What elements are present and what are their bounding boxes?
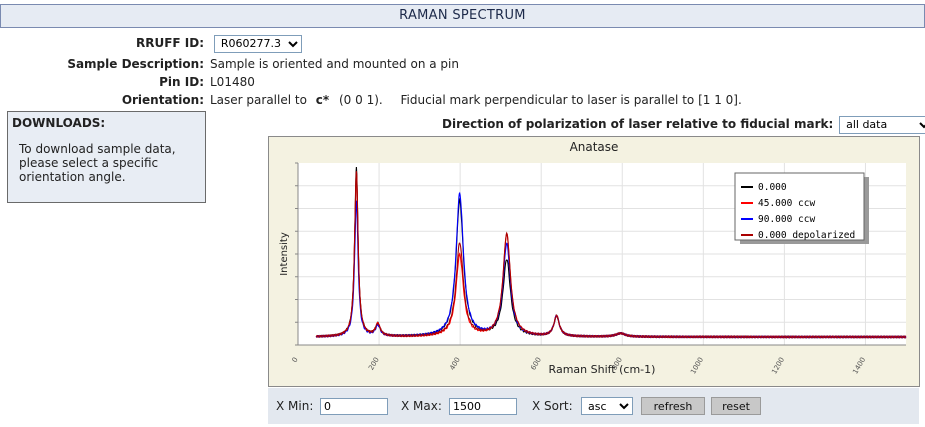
sample-description-row: Sample Description: Sample is oriented an… xyxy=(0,55,459,73)
chart-title: Anatase xyxy=(570,140,619,154)
downloads-text: To download sample data, please select a… xyxy=(19,142,176,184)
refresh-button[interactable]: refresh xyxy=(641,397,705,415)
chart-controls: X Min: X Max: X Sort: asc refresh reset xyxy=(268,388,919,424)
reset-button[interactable]: reset xyxy=(711,397,761,415)
orientation-prefix: Laser parallel to xyxy=(210,93,307,107)
page-title: RAMAN SPECTRUM xyxy=(399,8,526,23)
x-tick-label: 600 xyxy=(529,356,543,372)
downloads-title: DOWNLOADS: xyxy=(12,116,106,130)
legend-label: 0.000 depolarized xyxy=(758,230,855,241)
x-min-input[interactable] xyxy=(320,398,388,415)
x-tick-label: 1400 xyxy=(851,356,867,375)
y-tick-marks xyxy=(295,162,298,346)
pin-id-row: Pin ID: L01480 xyxy=(0,73,255,91)
sample-description-label: Sample Description: xyxy=(67,57,204,71)
x-max-input[interactable] xyxy=(449,398,517,415)
x-sort-select[interactable]: asc xyxy=(581,397,633,415)
pin-id-value: L01480 xyxy=(210,75,255,89)
legend-box xyxy=(734,172,865,241)
x-max-label: X Max: xyxy=(401,399,442,413)
page-header: RAMAN SPECTRUM xyxy=(0,4,925,28)
raman-spectrum-chart: Anatase 0 200 400 600 800 1000 1200 1400 Intens… xyxy=(279,140,907,376)
orientation-label: Orientation: xyxy=(121,93,204,107)
x-tick-label: 400 xyxy=(448,356,462,372)
polarization-row: Direction of polarization of laser relat… xyxy=(442,115,925,134)
downloads-panel: DOWNLOADS: To download sample data, plea… xyxy=(7,111,206,203)
x-tick-label: 0 xyxy=(291,356,300,364)
polarization-label: Direction of polarization of laser relat… xyxy=(442,117,834,131)
x-min-label: X Min: xyxy=(276,399,314,413)
rruff-id-label: RRUFF ID: xyxy=(135,36,204,50)
polarization-select[interactable]: all data xyxy=(839,115,925,134)
pin-id-label: Pin ID: xyxy=(159,75,204,89)
y-axis-label: Intensity xyxy=(279,232,290,276)
series-lines xyxy=(315,166,907,339)
x-tick-label: 1000 xyxy=(689,356,705,375)
legend: 0.000 45.000 ccw 90.000 ccw 0.000 depolariz… xyxy=(734,172,869,244)
legend-label: 90.000 ccw xyxy=(758,214,815,225)
rruff-id-select[interactable]: R060277.3 xyxy=(213,34,302,53)
orientation-axis-index: (0 0 1). xyxy=(338,93,383,107)
x-axis-label: Raman Shift (cm-1) xyxy=(549,363,656,376)
series-line-4 xyxy=(315,171,907,339)
rruff-id-row: RRUFF ID: R060277.3 xyxy=(0,34,302,53)
legend-label: 0.000 xyxy=(758,182,787,193)
orientation-row: Orientation: Laser parallel to c* (0 0 1)… xyxy=(0,91,742,109)
chart-container: Anatase 0 200 400 600 800 1000 1200 1400 Intens… xyxy=(268,136,920,387)
sample-description-value: Sample is oriented and mounted on a pin xyxy=(210,57,459,71)
x-sort-label: X Sort: xyxy=(532,399,573,413)
x-tick-label: 1200 xyxy=(770,356,786,375)
orientation-axis: c* xyxy=(315,93,330,107)
grid-lines xyxy=(298,163,906,345)
orientation-fiducial: Fiducial mark perpendicular to laser is … xyxy=(400,93,742,107)
legend-label: 45.000 ccw xyxy=(758,198,815,209)
x-tick-label: 200 xyxy=(367,356,381,372)
